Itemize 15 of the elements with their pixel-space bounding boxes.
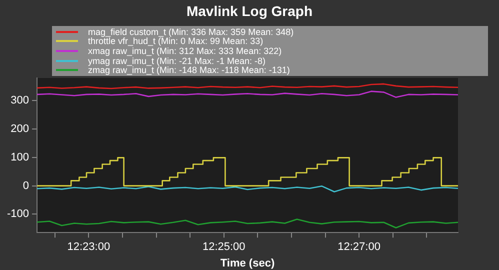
- legend-label: xmag raw_imu_t (Min: 312 Max: 333 Mean: 322): [88, 46, 282, 56]
- x-axis-title: Time (sec): [220, 257, 275, 270]
- legend-label: mag_field custom_t (Min: 336 Max: 359 Mean: 348): [88, 26, 294, 37]
- y-tick-label: 100: [10, 151, 30, 164]
- legend-label: zmag raw_imu_t (Min: -148 Max: -118 Mean: -131): [88, 65, 290, 76]
- y-tick-label: -100: [6, 208, 30, 220]
- x-tick-label: 12:27:00: [338, 241, 380, 254]
- x-tick-label: 12:23:00: [67, 241, 110, 254]
- x-tick-label: 12:25:00: [202, 241, 246, 254]
- y-tick-label: 0: [22, 180, 30, 192]
- y-tick-label: 300: [10, 94, 30, 107]
- chart-title: Mavlink Log Graph: [185, 3, 314, 19]
- y-tick-label: 200: [10, 123, 30, 136]
- legend-label: throttle vfr_hud_t (Min: 0 Max: 99 Mean: 33): [88, 36, 264, 46]
- legend-label: ymag raw_imu_t (Min: -21 Max: -1 Mean: -8): [88, 56, 266, 66]
